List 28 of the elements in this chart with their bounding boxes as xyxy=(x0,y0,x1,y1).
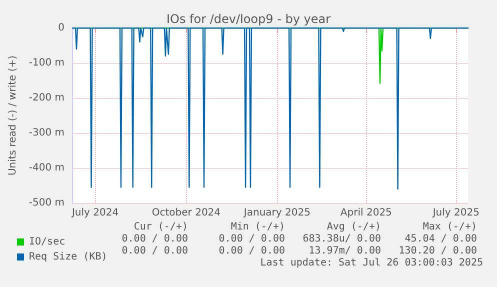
text: 683.38u/ 0.00 xyxy=(302,234,381,244)
text: 0.00 / 0.00 xyxy=(122,246,188,256)
y-tick-label: -100 m xyxy=(28,58,65,68)
y-tick-label: -400 m xyxy=(28,162,65,174)
y-axis-title: Units read (-) / write (+) xyxy=(8,55,18,176)
legend-label: IO/sec xyxy=(29,236,66,248)
text: 130.20 / 0.00 xyxy=(398,246,477,256)
chart-title: IOs for /dev/loop9 - by year xyxy=(166,12,331,26)
text: Min (-/+) xyxy=(230,222,285,232)
text: 13.97m/ 0.00 xyxy=(308,246,381,256)
y-tick-label: 0 xyxy=(58,22,65,34)
y-tick-label: -500 m xyxy=(28,198,65,208)
x-tick-label: July 2025 xyxy=(432,208,480,218)
legend-label: Req Size (KB) xyxy=(29,252,108,262)
x-tick-label: April 2025 xyxy=(340,208,392,218)
text: Avg (-/+) xyxy=(326,222,381,232)
text: 0.00 / 0.00 xyxy=(218,246,285,256)
text: 45.04 / 0.00 xyxy=(404,234,477,244)
text: Max (-/+) xyxy=(422,222,477,232)
text: 0.00 / 0.00 xyxy=(122,234,188,244)
text: Last update: Sat Jul 26 03:00:03 2025 xyxy=(260,258,483,268)
y-tick-label: -200 m xyxy=(28,92,65,104)
x-tick-label: January 2025 xyxy=(242,208,310,218)
x-tick-label: July 2024 xyxy=(70,208,119,218)
y-tick-label: -300 m xyxy=(28,128,65,138)
text: 0.00 / 0.00 xyxy=(218,234,285,244)
x-tick-label: October 2024 xyxy=(152,208,221,218)
text: Cur (-/+) xyxy=(134,222,188,232)
